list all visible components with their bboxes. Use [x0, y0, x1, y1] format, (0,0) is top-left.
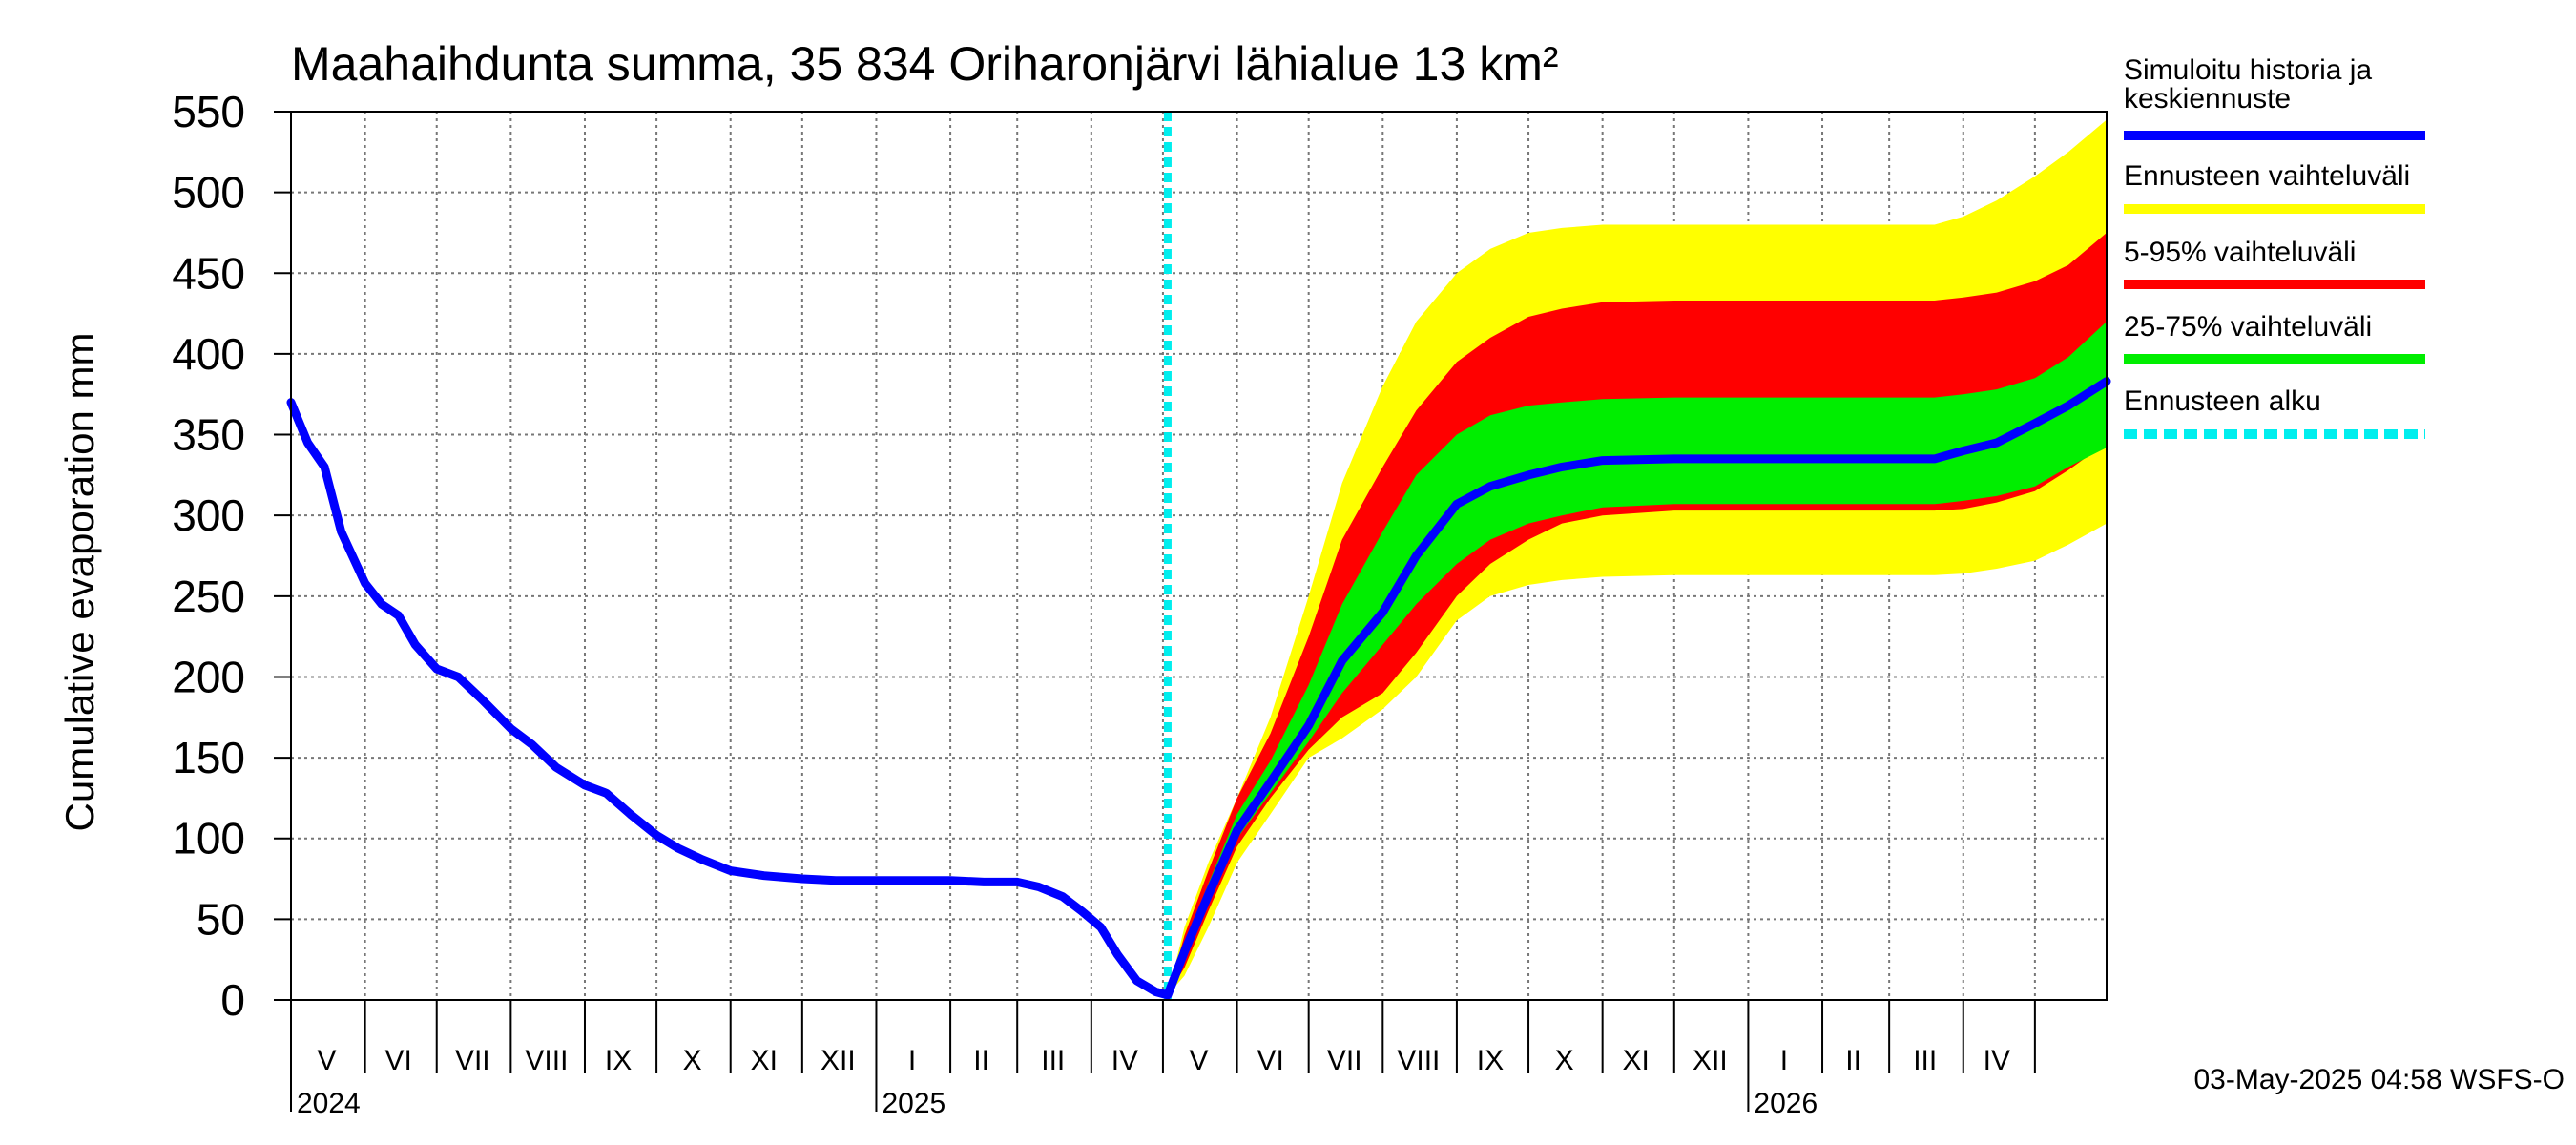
- month-label: V: [318, 1045, 337, 1076]
- year-label: 2025: [882, 1088, 945, 1119]
- plot-frame: [290, 111, 2108, 1001]
- y-tick-label: 500: [172, 168, 245, 218]
- y-tick-label: 400: [172, 329, 245, 379]
- month-label: XII: [821, 1045, 856, 1076]
- legend-label: Simuloitu historia ja keskiennuste: [2124, 54, 2372, 114]
- band-25-75-vaihteluv-li: [1167, 322, 2107, 995]
- month-label: IV: [1984, 1045, 2010, 1076]
- month-label: VII: [1327, 1045, 1362, 1076]
- month-label: VIII: [1397, 1045, 1440, 1076]
- month-label: V: [1189, 1045, 1208, 1076]
- year-label: 2026: [1754, 1088, 1818, 1119]
- month-label: X: [683, 1045, 702, 1076]
- month-label: VI: [384, 1045, 411, 1076]
- chart-title: Maahaihdunta summa, 35 834 Oriharonjärvi…: [291, 37, 1559, 91]
- month-label: IX: [1477, 1045, 1504, 1076]
- month-label: VI: [1257, 1045, 1283, 1076]
- month-label: I: [1780, 1045, 1788, 1076]
- month-label: VIII: [525, 1045, 568, 1076]
- legend: Simuloitu historia ja keskiennuste Ennuste…: [2124, 54, 2425, 439]
- month-label: III: [1913, 1045, 1937, 1076]
- y-axis-label: Cumulative evaporation mm: [57, 333, 102, 832]
- month-label: IX: [605, 1045, 632, 1076]
- y-tick-label: 50: [197, 894, 245, 944]
- y-tick-label: 450: [172, 248, 245, 298]
- month-label: VII: [455, 1045, 490, 1076]
- forecast-bands: [1167, 119, 2107, 995]
- series-line-history-mean: [286, 377, 2111, 1000]
- month-label: II: [973, 1045, 989, 1076]
- y-tick-label: 0: [220, 975, 245, 1025]
- y-tick-label: 350: [172, 410, 245, 460]
- month-label: XI: [751, 1045, 778, 1076]
- legend-label: 5-95% vaihteluväli: [2124, 237, 2356, 268]
- month-label: IV: [1111, 1045, 1138, 1076]
- year-label: 2024: [297, 1088, 361, 1119]
- band-ennusteen-vaihteluv-li: [1167, 119, 2107, 995]
- y-tick-label: 200: [172, 652, 245, 701]
- month-label: X: [1555, 1045, 1574, 1076]
- legend-label: 25-75% vaihteluväli: [2124, 311, 2372, 343]
- month-label: II: [1845, 1045, 1861, 1076]
- y-tick-label: 550: [172, 87, 245, 136]
- month-label: XI: [1623, 1045, 1650, 1076]
- series-lines: [286, 112, 2111, 1000]
- footer-timestamp: 03-May-2025 04:58 WSFS-O: [2194, 1064, 2566, 1095]
- legend-label: Ennusteen vaihteluväli: [2124, 160, 2410, 192]
- month-label: XII: [1693, 1045, 1728, 1076]
- y-tick-label: 300: [172, 490, 245, 540]
- y-tick-label: 150: [172, 733, 245, 782]
- y-tick-label: 100: [172, 814, 245, 864]
- month-label: I: [908, 1045, 916, 1076]
- legend-label: Ennusteen alku: [2124, 385, 2321, 417]
- y-tick-label: 250: [172, 572, 245, 621]
- month-label: III: [1041, 1045, 1065, 1076]
